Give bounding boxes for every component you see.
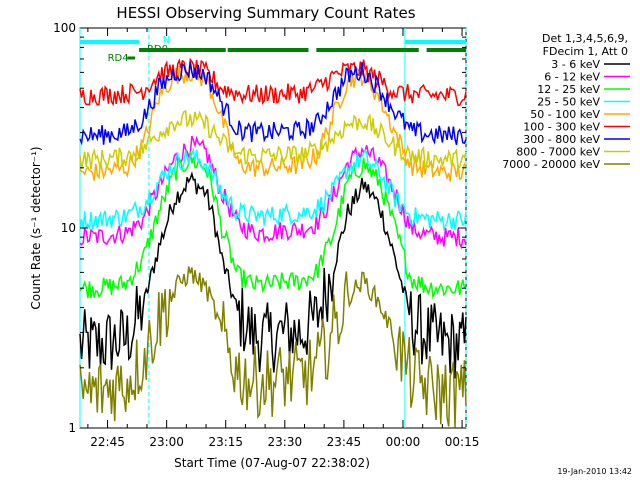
y-tick-label: 10	[61, 221, 76, 235]
x-axis-label: Start Time (07-Aug-07 22:38:02)	[174, 456, 370, 470]
legend-entry-label: 50 - 100 keV	[530, 108, 600, 121]
series-line	[79, 135, 467, 250]
legend-entry-label: 100 - 300 keV	[523, 121, 600, 134]
legend-entry-label: 800 - 7000 keV	[516, 146, 600, 159]
flag-bar-rd0	[227, 48, 309, 52]
series-line	[79, 171, 467, 379]
chart-title: HESSI Observing Summary Count Rates	[116, 4, 415, 22]
x-tick-label: 22:45	[90, 435, 125, 449]
legend-entry-label: 3 - 6 keV	[551, 58, 600, 71]
series-line	[79, 147, 467, 232]
flag-bar-rd0	[426, 48, 466, 52]
x-tick-label: 23:00	[149, 435, 184, 449]
series-line	[79, 109, 467, 172]
legend-entry-label: 6 - 12 keV	[544, 71, 600, 84]
flag-bar-label: RD4	[108, 53, 129, 64]
legend-entry-label: 7000 - 20000 keV	[502, 158, 600, 171]
series-line	[79, 57, 467, 107]
y-tick-label: 1	[68, 421, 76, 435]
timestamp: 19-Jan-2010 13:42	[557, 467, 632, 476]
x-tick-label: 23:45	[327, 435, 362, 449]
x-tick-label: 00:15	[445, 435, 480, 449]
y-axis-label: Count Rate (s⁻¹ detector⁻¹)	[29, 146, 43, 309]
legend-header-line-2: FDecim 1, Att 0	[543, 45, 628, 58]
legend-entry-label: 25 - 50 keV	[537, 96, 600, 109]
flag-bar-label: RD0	[147, 44, 168, 55]
x-axis: 22:45 23:00 23:15 23:30 23:45 00:00 00:15	[87, 28, 480, 449]
series-lines	[79, 57, 467, 428]
flag-bar-n	[80, 40, 140, 44]
legend: Det 1,3,4,5,6,9, FDecim 1, Att 0 3 - 6 k…	[502, 32, 630, 171]
flag-bar-n	[404, 40, 466, 44]
flag-bar-rd4	[127, 56, 136, 60]
legend-header-line-1: Det 1,3,4,5,6,9,	[542, 32, 628, 45]
series-line	[79, 61, 467, 146]
y-axis: 1 10 100	[53, 21, 466, 435]
series-line	[79, 151, 467, 300]
series-line	[79, 266, 467, 428]
x-tick-label: 23:30	[268, 435, 303, 449]
flag-bar-rd0	[316, 48, 419, 52]
x-tick-label: 23:15	[208, 435, 243, 449]
legend-entry-label: 300 - 800 keV	[523, 133, 600, 146]
flag-bar-label: N	[163, 35, 170, 46]
series-line	[79, 62, 467, 182]
y-tick-label: 100	[53, 21, 76, 35]
flag-bar-rd0	[139, 48, 226, 52]
legend-entry-label: 12 - 25 keV	[537, 83, 600, 96]
x-tick-label: 00:00	[386, 435, 421, 449]
